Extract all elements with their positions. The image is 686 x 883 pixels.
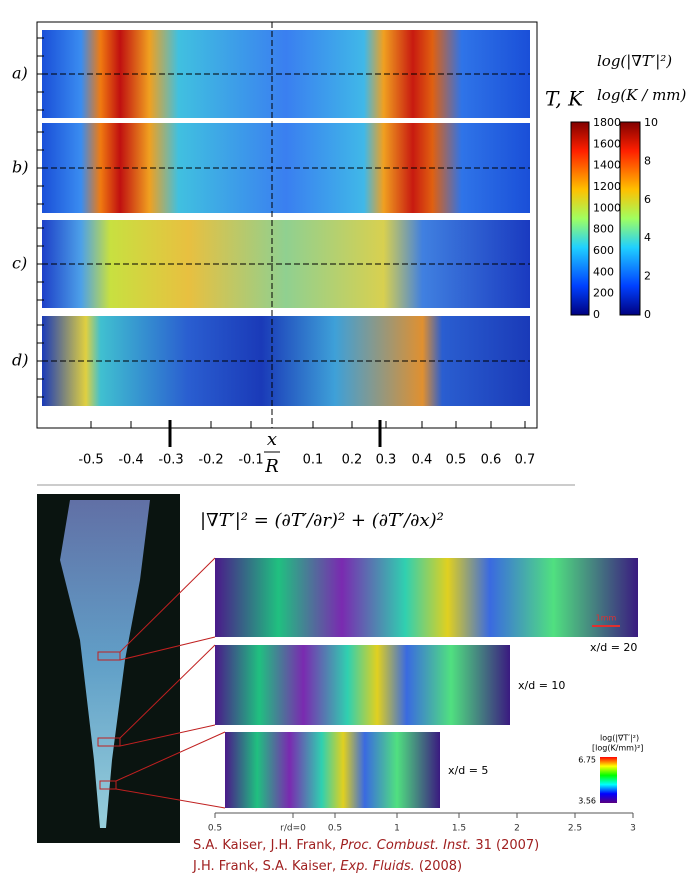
- station-label: x/d = 10: [518, 679, 565, 692]
- axis-tick-label: 0.5: [328, 824, 342, 834]
- reference-marks: [168, 420, 382, 447]
- colorbar-title: log(K / mm): [597, 86, 686, 104]
- axis-tick-label: 1.5: [452, 824, 466, 834]
- colorbar: [619, 121, 641, 316]
- flame: [60, 500, 150, 828]
- citation-authors: J.H. Frank, S.A. Kaiser,: [192, 859, 340, 874]
- panel-label: c): [12, 254, 27, 273]
- colorbar-label: 0: [593, 308, 600, 321]
- x-tick-label: -0.2: [198, 453, 223, 468]
- equation: |∇T′|² = (∂T′/∂r)² + (∂T′/∂x)²: [200, 510, 444, 531]
- colorbar-label: 10: [644, 116, 658, 129]
- colorbar-label: 1200: [593, 180, 621, 193]
- colorbar-label: 1000: [593, 201, 621, 214]
- axis-tick-label: r/d=0: [280, 824, 306, 834]
- station-label: x/d = 5: [448, 764, 488, 777]
- panel-label: b): [12, 158, 28, 177]
- citation-details: (2008): [415, 859, 462, 874]
- x-tick-label: 0.4: [412, 453, 433, 468]
- colorbar-label: 4: [644, 231, 651, 244]
- citation: S.A. Kaiser, J.H. Frank, Proc. Combust. …: [193, 838, 539, 853]
- x-tick-label: 0.1: [303, 453, 324, 468]
- panel-label: a): [12, 64, 28, 83]
- panel-label: d): [12, 351, 28, 370]
- citation: J.H. Frank, S.A. Kaiser, Exp. Fluids. (2…: [192, 859, 462, 874]
- x-label-denominator: R: [264, 456, 279, 477]
- colorbar-title: log(|∇T′|²): [600, 734, 639, 743]
- field-image: [215, 645, 510, 725]
- x-tick-label: 0.5: [446, 453, 467, 468]
- x-tick-label: 0.6: [481, 453, 502, 468]
- colorbar-label: 1400: [593, 159, 621, 172]
- colorbar-label: 800: [593, 223, 614, 236]
- colorbar-label: 6: [644, 193, 651, 206]
- colorbar-label: 600: [593, 244, 614, 257]
- x-tick-label: -0.3: [158, 453, 183, 468]
- citation-authors: S.A. Kaiser, J.H. Frank,: [193, 838, 340, 853]
- colorbar-title: [log(K/mm)²]: [592, 744, 643, 753]
- colorbar-label: 8: [644, 154, 651, 167]
- colorbar-label: 1800: [593, 116, 621, 129]
- x-label-numerator: x: [267, 429, 277, 450]
- colorbar-label: 3.56: [578, 797, 596, 806]
- x-tick-label: -0.1: [238, 453, 263, 468]
- colorbar-title: log(|∇T′|²): [597, 52, 672, 70]
- colorbar-label: 400: [593, 265, 614, 278]
- x-tick-label: -0.4: [118, 453, 143, 468]
- colorbar-title: T, K: [545, 87, 584, 111]
- citation-journal: Proc. Combust. Inst.: [340, 838, 471, 853]
- colorbar-label: 0: [644, 308, 651, 321]
- colorbar-label: 200: [593, 287, 614, 300]
- axis-tick-label: 2.5: [568, 824, 582, 834]
- axis-tick-label: 1: [394, 824, 400, 834]
- zoom-boxes: [97, 557, 226, 809]
- axis-tick-label: 0.5: [208, 824, 222, 834]
- x-tick-label: -0.5: [78, 453, 103, 468]
- colorbar: [600, 757, 617, 803]
- colorbar: [570, 121, 590, 316]
- scale-bar-label: 1mm: [596, 614, 617, 623]
- x-tick-label: 0.3: [376, 453, 397, 468]
- colorbar-label: 1600: [593, 137, 621, 150]
- field-image: [215, 558, 638, 637]
- citation-journal: Exp. Fluids.: [340, 859, 415, 874]
- field-image: [225, 732, 440, 808]
- colorbar-label: 6.75: [578, 756, 596, 765]
- x-tick-label: 0.2: [342, 453, 363, 468]
- citation-details: 31 (2007): [471, 838, 539, 853]
- x-tick-label: 0.7: [515, 453, 536, 468]
- midlines: [42, 73, 530, 362]
- station-label: x/d = 20: [590, 641, 637, 654]
- axis-tick-label: 2: [514, 824, 520, 834]
- colorbar-label: 2: [644, 270, 651, 283]
- axis-tick-label: 3: [630, 824, 636, 834]
